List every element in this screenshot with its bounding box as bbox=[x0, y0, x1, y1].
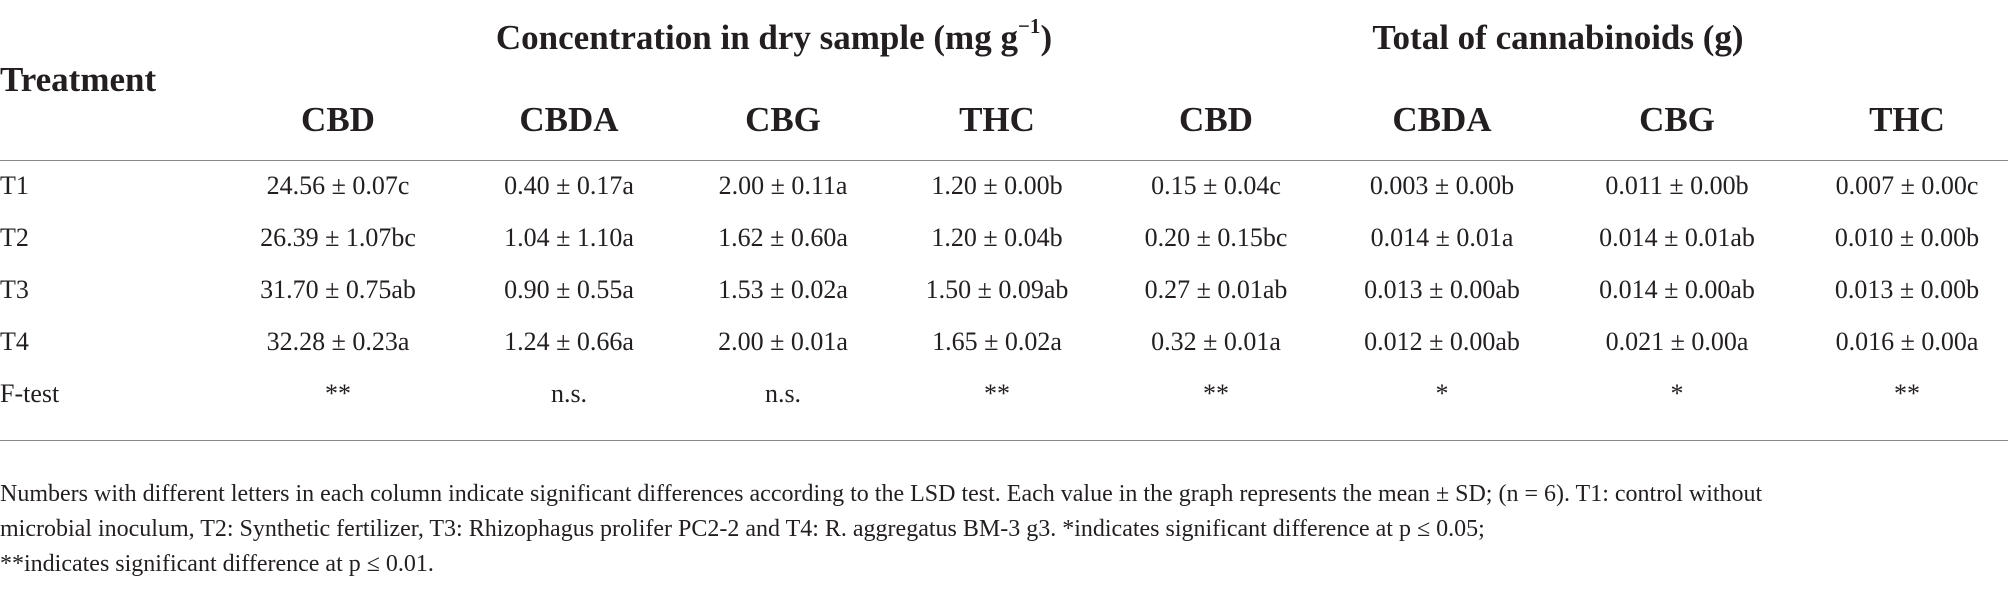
column-header-cbda-concentration: CBDA bbox=[519, 100, 619, 139]
table-cell: * bbox=[1435, 379, 1449, 408]
table-bottom-divider bbox=[0, 440, 2008, 441]
table-cell: 1.62 ± 0.60a bbox=[718, 223, 848, 252]
table-footnote: Numbers with different letters in each c… bbox=[0, 477, 2000, 582]
column-header-cbd-concentration: CBD bbox=[301, 100, 375, 139]
table-cell: 1.53 ± 0.02a bbox=[718, 275, 848, 304]
table-cell: 0.014 ± 0.01a bbox=[1370, 223, 1514, 252]
table-cell: ** bbox=[984, 379, 1010, 408]
table-cell: ** bbox=[325, 379, 351, 408]
table-cell: 31.70 ± 0.75ab bbox=[260, 275, 416, 304]
table-cell: 0.016 ± 0.00a bbox=[1835, 327, 1979, 356]
column-header-cbg-total: CBG bbox=[1639, 100, 1715, 139]
table-row: T2 26.39 ± 1.07bc 1.04 ± 1.10a 1.62 ± 0.… bbox=[0, 223, 2008, 275]
table-cell: 2.00 ± 0.01a bbox=[718, 327, 848, 356]
table-cell: 0.20 ± 0.15bc bbox=[1144, 223, 1288, 252]
header-divider bbox=[0, 160, 2008, 161]
table-cell: 0.40 ± 0.17a bbox=[504, 171, 634, 200]
table-cell: 0.003 ± 0.00b bbox=[1369, 171, 1515, 200]
table-cell: 0.90 ± 0.55a bbox=[504, 275, 634, 304]
table-cell: 1.50 ± 0.09ab bbox=[925, 275, 1069, 304]
table-cell: 24.56 ± 0.07c bbox=[266, 171, 410, 200]
row-label: T2 bbox=[0, 223, 29, 252]
table-cell: 0.014 ± 0.00ab bbox=[1599, 275, 1755, 304]
column-header-cbda-total: CBDA bbox=[1392, 100, 1492, 139]
table-row: T4 32.28 ± 0.23a 1.24 ± 0.66a 2.00 ± 0.0… bbox=[0, 327, 2008, 379]
table-cell: 0.013 ± 0.00b bbox=[1834, 275, 1980, 304]
table-cell: 2.00 ± 0.11a bbox=[718, 171, 848, 200]
column-header-thc-concentration: THC bbox=[959, 100, 1035, 139]
table-cell: 0.007 ± 0.00c bbox=[1835, 171, 1979, 200]
group-header-concentration: Concentration in dry sample (mg g−1) bbox=[495, 14, 1053, 57]
table-cell: 0.010 ± 0.00b bbox=[1834, 223, 1980, 252]
table-row-f-test: F-test ** n.s. n.s. ** ** * * ** bbox=[0, 379, 2008, 431]
treatment-header: Treatment bbox=[0, 60, 157, 99]
table-cell: 1.20 ± 0.00b bbox=[931, 171, 1063, 200]
row-label: T3 bbox=[0, 275, 29, 304]
table-cell: 0.32 ± 0.01a bbox=[1151, 327, 1281, 356]
table-cell: * bbox=[1670, 379, 1684, 408]
table-cell: 1.24 ± 0.66a bbox=[504, 327, 634, 356]
footnote-line: microbial inoculum, T2: Synthetic fertil… bbox=[0, 516, 1485, 542]
row-label: T4 bbox=[0, 327, 29, 356]
footnote-line: **indicates significant difference at p … bbox=[0, 551, 434, 577]
table-cell: 0.15 ± 0.04c bbox=[1151, 171, 1281, 200]
column-header-thc-total: THC bbox=[1869, 100, 1945, 139]
table-cell: n.s. bbox=[764, 379, 802, 408]
table-cell: ** bbox=[1203, 379, 1229, 408]
table-cell: 32.28 ± 0.23a bbox=[266, 327, 410, 356]
table-cell: ** bbox=[1894, 379, 1920, 408]
footnote-line: Numbers with different letters in each c… bbox=[0, 481, 1763, 507]
table-cell: 0.014 ± 0.01ab bbox=[1599, 223, 1755, 252]
table-cell: 1.04 ± 1.10a bbox=[504, 223, 634, 252]
table-cell: 0.021 ± 0.00a bbox=[1605, 327, 1749, 356]
table-cell: 0.27 ± 0.01ab bbox=[1144, 275, 1288, 304]
table-cell: 26.39 ± 1.07bc bbox=[260, 223, 416, 252]
table-cell: n.s. bbox=[550, 379, 588, 408]
table-cell: 1.20 ± 0.04b bbox=[931, 223, 1063, 252]
row-label: T1 bbox=[0, 171, 29, 200]
table-row: T3 31.70 ± 0.75ab 0.90 ± 0.55a 1.53 ± 0.… bbox=[0, 275, 2008, 327]
group-header-total-cannabinoids: Total of cannabinoids (g) bbox=[1372, 18, 1744, 57]
row-label: F-test bbox=[0, 379, 60, 408]
table-row: T1 24.56 ± 0.07c 0.40 ± 0.17a 2.00 ± 0.1… bbox=[0, 171, 2008, 223]
table-cell: 0.011 ± 0.00b bbox=[1605, 171, 1749, 200]
table-cell: 0.012 ± 0.00ab bbox=[1364, 327, 1520, 356]
table-cell: 1.65 ± 0.02a bbox=[932, 327, 1062, 356]
column-header-cbd-total: CBD bbox=[1179, 100, 1253, 139]
column-header-cbg-concentration: CBG bbox=[745, 100, 821, 139]
table-cell: 0.013 ± 0.00ab bbox=[1364, 275, 1520, 304]
